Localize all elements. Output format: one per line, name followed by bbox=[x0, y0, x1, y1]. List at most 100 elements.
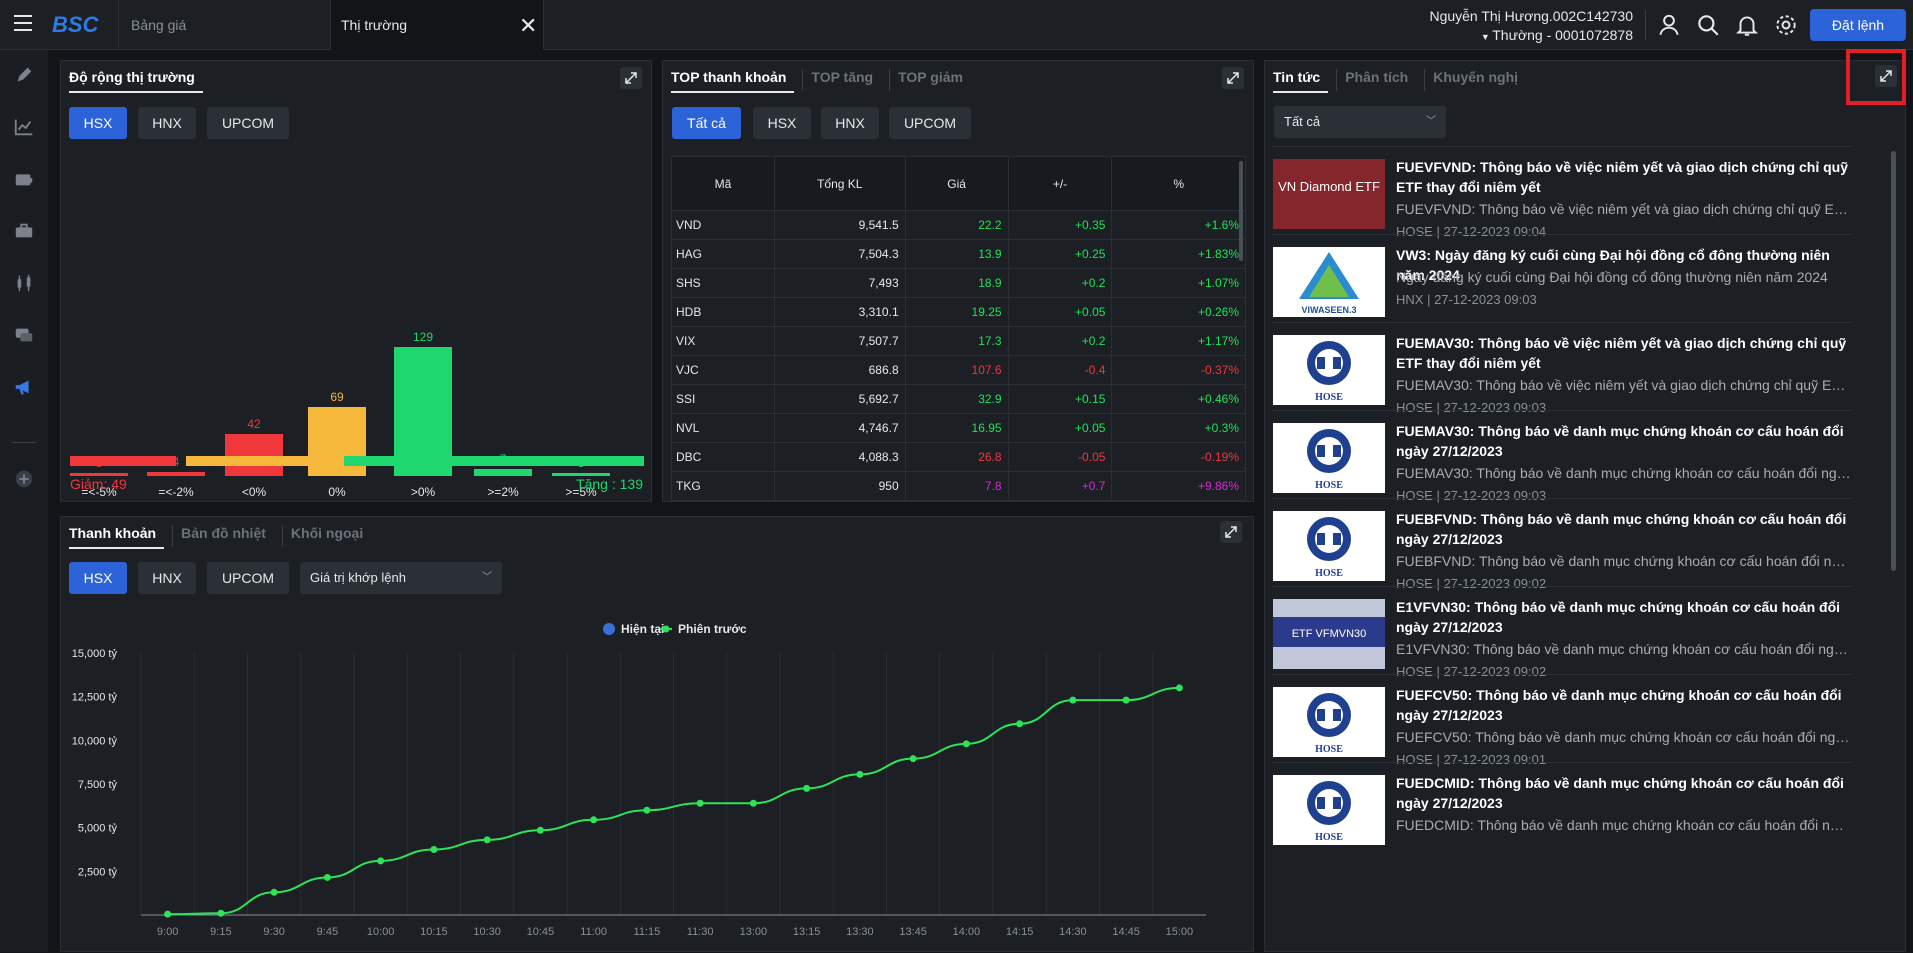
news-item[interactable]: VN Diamond ETF FUEVFVND: Thông báo về việ… bbox=[1273, 146, 1853, 239]
news-item[interactable]: VIWASEEN.3 VW3: Ngày đăng ký cuối cùng Đạ… bbox=[1273, 234, 1853, 322]
table-row[interactable]: HDB 3,310.1 19.25 +0.05 +0.26% bbox=[671, 297, 1246, 327]
filter-upcom[interactable]: UPCOM bbox=[889, 107, 971, 139]
data-point[interactable] bbox=[590, 816, 598, 824]
bell-icon[interactable] bbox=[1734, 12, 1760, 38]
bar-6[interactable] bbox=[552, 473, 610, 476]
data-point[interactable] bbox=[1175, 684, 1183, 692]
table-row[interactable]: TKG 950 7.8 +0.7 +9.86% bbox=[671, 471, 1246, 501]
data-point[interactable] bbox=[377, 857, 385, 865]
breadth-exchange-hsx[interactable]: HSX bbox=[69, 107, 127, 139]
filter-hsx[interactable]: HSX bbox=[753, 107, 811, 139]
table-row[interactable]: VJC 686.8 107.6 -0.4 -0.37% bbox=[671, 355, 1246, 385]
news-title[interactable]: FUEVFVND: Thông báo về việc niêm yết và … bbox=[1396, 159, 1848, 195]
candlestick-icon[interactable] bbox=[13, 272, 35, 294]
table-row[interactable]: SHS 7,493 18.9 +0.2 +1.07% bbox=[671, 268, 1246, 298]
megaphone-icon[interactable] bbox=[13, 376, 35, 398]
table-row[interactable]: VND 9,541.5 22.2 +0.35 +1.6% bbox=[671, 210, 1246, 240]
breadth-exchange-hnx[interactable]: HNX bbox=[138, 107, 196, 139]
news-title[interactable]: VW3: Ngày đăng ký cuối cùng Đại hội đồng… bbox=[1396, 247, 1830, 283]
data-point[interactable] bbox=[803, 784, 811, 792]
news-title[interactable]: FUEFCV50: Thông báo về danh mục chứng kh… bbox=[1396, 687, 1842, 723]
news-item[interactable]: HOSE FUEMAV30: Thông báo về danh mục chứn… bbox=[1273, 410, 1853, 503]
user-info[interactable]: Nguyễn Thị Hương.002C142730 ▼ Thường - 0… bbox=[1429, 7, 1633, 47]
add-icon[interactable] bbox=[13, 468, 35, 490]
news-item[interactable]: HOSE FUEFCV50: Thông báo về danh mục chứn… bbox=[1273, 674, 1853, 767]
news-item[interactable]: HOSE FUEMAV30: Thông báo về việc niêm yết… bbox=[1273, 322, 1853, 415]
news-item[interactable]: HOSE FUEDCMID: Thông báo về danh mục chứn… bbox=[1273, 762, 1853, 850]
gear-icon[interactable] bbox=[1773, 12, 1799, 38]
legend-marker[interactable] bbox=[603, 623, 615, 635]
legend-marker[interactable] bbox=[662, 625, 670, 633]
legend-previous[interactable]: Phiên trước bbox=[678, 622, 747, 636]
tab-thi-truong[interactable]: Thị trường ✕ bbox=[330, 0, 544, 50]
user-icon[interactable] bbox=[1656, 12, 1682, 38]
table-row[interactable]: NVL 4,746.7 16.95 +0.05 +0.3% bbox=[671, 413, 1246, 443]
close-icon[interactable]: ✕ bbox=[519, 13, 538, 38]
tab-recommendation[interactable]: Khuyến nghị bbox=[1424, 69, 1526, 91]
data-point[interactable] bbox=[1122, 696, 1130, 704]
menu-icon[interactable] bbox=[14, 15, 32, 31]
table-row[interactable]: VIX 7,507.7 17.3 +0.2 +1.17% bbox=[671, 326, 1246, 356]
col-price[interactable]: Giá bbox=[904, 156, 1009, 211]
data-point[interactable] bbox=[696, 799, 704, 807]
col-change[interactable]: +/- bbox=[1007, 156, 1113, 211]
table-row[interactable]: DBC 4,088.3 26.8 -0.05 -0.19% bbox=[671, 442, 1246, 472]
bar-1[interactable] bbox=[147, 472, 205, 476]
news-filter-select[interactable]: Tất cả ﹀ bbox=[1274, 106, 1446, 138]
tab-news[interactable]: Tin tức bbox=[1273, 69, 1329, 93]
breadth-exchange-upcom[interactable]: UPCOM bbox=[207, 107, 289, 139]
expand-icon[interactable] bbox=[620, 67, 642, 89]
news-scrollbar[interactable] bbox=[1891, 151, 1896, 571]
table-row[interactable]: SSI 5,692.7 32.9 +0.15 +0.46% bbox=[671, 384, 1246, 414]
bar-2[interactable] bbox=[225, 434, 283, 476]
place-order-button[interactable]: Đặt lệnh bbox=[1810, 9, 1906, 41]
tab-analysis[interactable]: Phân tích bbox=[1336, 69, 1416, 91]
tab-foreign[interactable]: Khối ngoại bbox=[281, 525, 371, 547]
tab-heatmap[interactable]: Bản đồ nhiệt bbox=[172, 525, 274, 547]
news-title[interactable]: FUEBFVND: Thông báo về danh mục chứng kh… bbox=[1396, 511, 1847, 547]
data-point[interactable] bbox=[536, 826, 544, 834]
filter-hnx[interactable]: HNX bbox=[821, 107, 879, 139]
data-point[interactable] bbox=[1016, 720, 1024, 728]
tab-top-liquidity[interactable]: TOP thanh khoản bbox=[671, 69, 795, 93]
liquidity-exchange-upcom[interactable]: UPCOM bbox=[207, 562, 289, 594]
expand-icon[interactable] bbox=[1220, 521, 1242, 543]
liquidity-exchange-hsx[interactable]: HSX bbox=[69, 562, 127, 594]
news-title[interactable]: E1VFVN30: Thông báo về danh mục chứng kh… bbox=[1396, 599, 1841, 635]
news-title[interactable]: FUEDCMID: Thông báo về danh mục chứng kh… bbox=[1396, 775, 1844, 811]
data-point[interactable] bbox=[749, 799, 757, 807]
news-title[interactable]: FUEMAV30: Thông báo về danh mục chứng kh… bbox=[1396, 423, 1844, 459]
tab-top-gainers[interactable]: TOP tăng bbox=[802, 69, 881, 91]
col-code[interactable]: Mã bbox=[671, 156, 775, 211]
table-row[interactable]: HAG 7,504.3 13.9 +0.25 +1.83% bbox=[671, 239, 1246, 269]
col-percent[interactable]: % bbox=[1111, 156, 1246, 211]
tab-liquidity[interactable]: Thanh khoản bbox=[69, 525, 165, 549]
pencil-icon[interactable] bbox=[13, 64, 35, 86]
bar-5[interactable] bbox=[474, 469, 532, 476]
expand-icon[interactable] bbox=[1875, 65, 1897, 87]
bar-4[interactable] bbox=[394, 347, 452, 476]
news-title[interactable]: FUEMAV30: Thông báo về việc niêm yết và … bbox=[1396, 335, 1847, 371]
panel-title[interactable]: Độ rộng thị trường bbox=[69, 69, 203, 93]
value-type-select[interactable]: Giá trị khớp lệnh ﹀ bbox=[300, 562, 502, 594]
news-item[interactable]: HOSE FUEBFVND: Thông báo về danh mục chứn… bbox=[1273, 498, 1853, 591]
news-item[interactable]: ETF VFMVN30 E1VFVN30: Thông báo về danh m… bbox=[1273, 586, 1853, 679]
data-point[interactable] bbox=[483, 836, 491, 844]
expand-icon[interactable] bbox=[1222, 67, 1244, 89]
data-point[interactable] bbox=[1069, 696, 1077, 704]
data-point[interactable] bbox=[217, 909, 225, 917]
liquidity-exchange-hnx[interactable]: HNX bbox=[138, 562, 196, 594]
table-scrollbar[interactable] bbox=[1239, 161, 1243, 261]
chat-icon[interactable] bbox=[13, 324, 35, 346]
bar-0[interactable] bbox=[70, 473, 128, 476]
logo[interactable]: BSC bbox=[52, 12, 99, 37]
tab-bang-gia[interactable]: Bảng giá bbox=[118, 0, 330, 50]
chart-icon[interactable] bbox=[13, 116, 35, 138]
data-point[interactable] bbox=[323, 873, 331, 881]
tab-top-losers[interactable]: TOP giảm bbox=[889, 69, 971, 91]
data-point[interactable] bbox=[164, 910, 172, 918]
data-point[interactable] bbox=[270, 888, 278, 896]
col-volume[interactable]: Tổng KL bbox=[773, 156, 906, 211]
data-point[interactable] bbox=[909, 755, 917, 763]
data-point[interactable] bbox=[856, 770, 864, 778]
